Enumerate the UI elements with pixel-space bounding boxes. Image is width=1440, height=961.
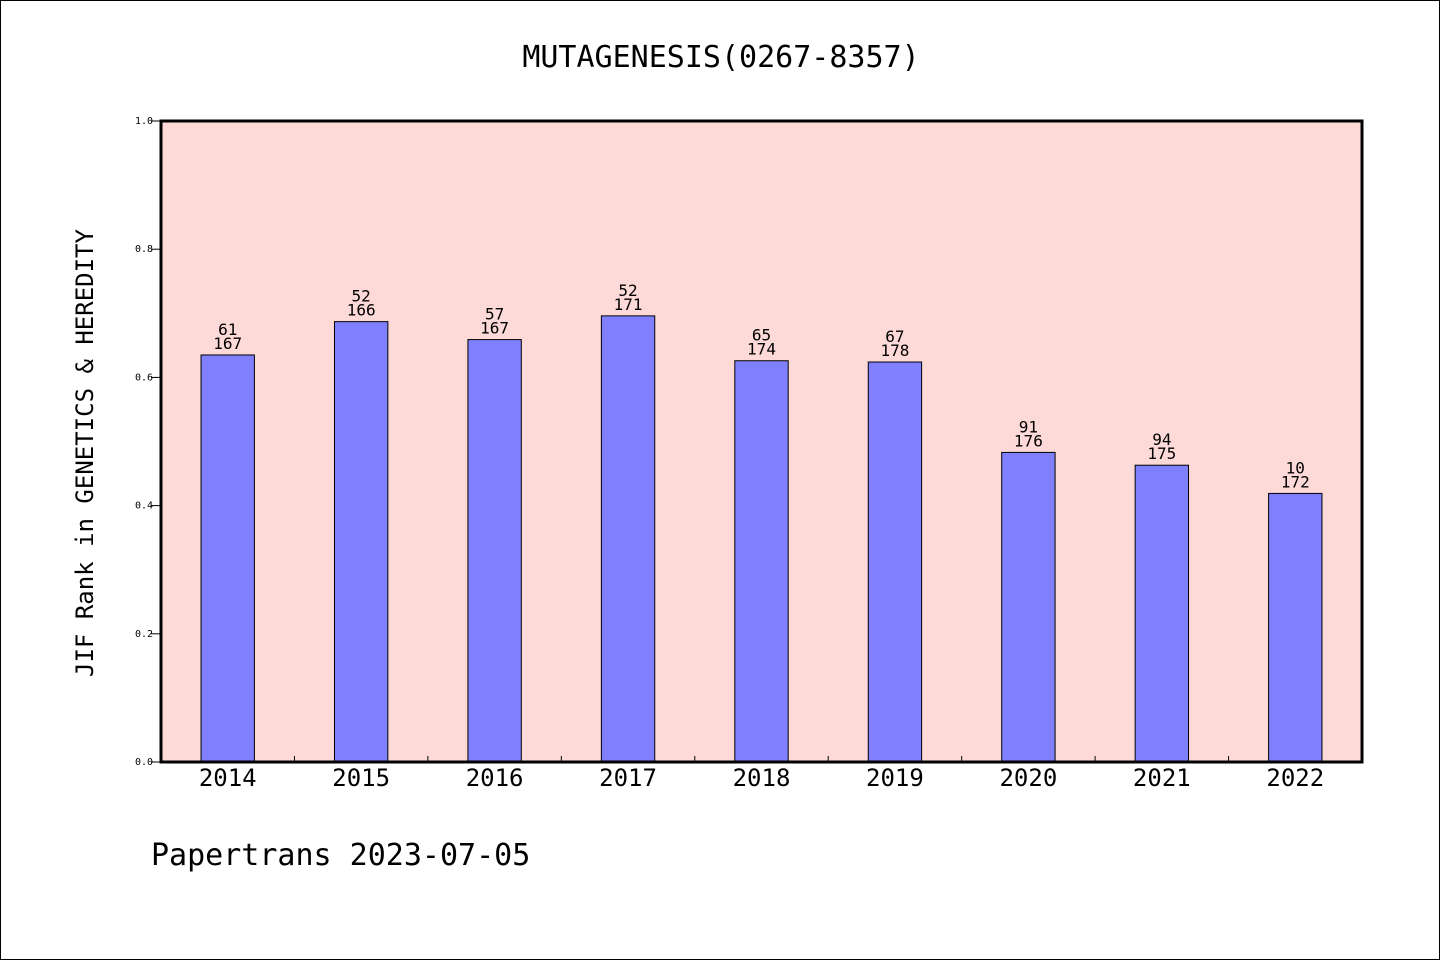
bar-rank-label: 67 (885, 327, 904, 346)
y-tick-label: 0.8 (135, 244, 153, 255)
bar-total-label: 176 (1014, 431, 1043, 450)
chart-title: MUTAGENESIS(0267-8357) (522, 40, 919, 75)
bar-total-label: 175 (1147, 444, 1176, 463)
x-tick-label: 2020 (999, 764, 1057, 792)
bar-2018 (734, 360, 789, 763)
bar-rank-label: 94 (1152, 430, 1171, 449)
y-axis-label: JIF Rank in GENETICS & HEREDITY (71, 228, 99, 676)
bar-total-label: 174 (747, 340, 776, 359)
x-tick-label: 2021 (1133, 764, 1191, 792)
bar-rank-label: 61 (218, 320, 237, 339)
bar-rank-label: 10 (1286, 458, 1305, 477)
x-tick-label: 2017 (599, 764, 657, 792)
footer-text: Papertrans 2023-07-05 (151, 838, 530, 873)
bar-total-label: 167 (480, 319, 509, 338)
plot-border (159, 119, 1364, 764)
y-tick-label: 0.0 (135, 757, 153, 768)
bar-2019 (867, 361, 923, 763)
bar-total-label: 178 (880, 341, 909, 360)
x-tick-label: 2016 (466, 764, 524, 792)
bar-2022 (1268, 492, 1323, 763)
bar-2020 (1001, 451, 1056, 763)
bar-2021 (1134, 464, 1190, 763)
y-tick-label: 0.4 (135, 501, 153, 512)
y-tick-label: 0.6 (135, 372, 153, 383)
x-tick-label: 2022 (1266, 764, 1324, 792)
plot-area: 0.00.20.40.60.81.06116720145216620155716… (135, 116, 1364, 792)
bar-rank-label: 91 (1019, 417, 1038, 436)
bar-rank-label: 52 (618, 281, 637, 300)
x-tick-label: 2019 (866, 764, 924, 792)
y-tick-label: 0.2 (135, 629, 153, 640)
bar-rank-label: 57 (485, 305, 504, 324)
bar-rank-label: 52 (352, 287, 371, 306)
x-tick-label: 2018 (733, 764, 791, 792)
bar-2014 (200, 354, 255, 763)
bar-total-label: 172 (1281, 472, 1310, 491)
bar-2015 (333, 321, 389, 763)
x-tick-label: 2015 (332, 764, 390, 792)
bar-rank-label: 65 (752, 326, 771, 345)
bar-total-label: 171 (614, 295, 643, 314)
x-tick-label: 2014 (199, 764, 257, 792)
bar-total-label: 167 (213, 334, 242, 353)
bar-2017 (600, 315, 656, 763)
y-tick-label: 1.0 (135, 116, 153, 127)
bar-2016 (467, 339, 522, 763)
bar-total-label: 166 (347, 301, 376, 320)
